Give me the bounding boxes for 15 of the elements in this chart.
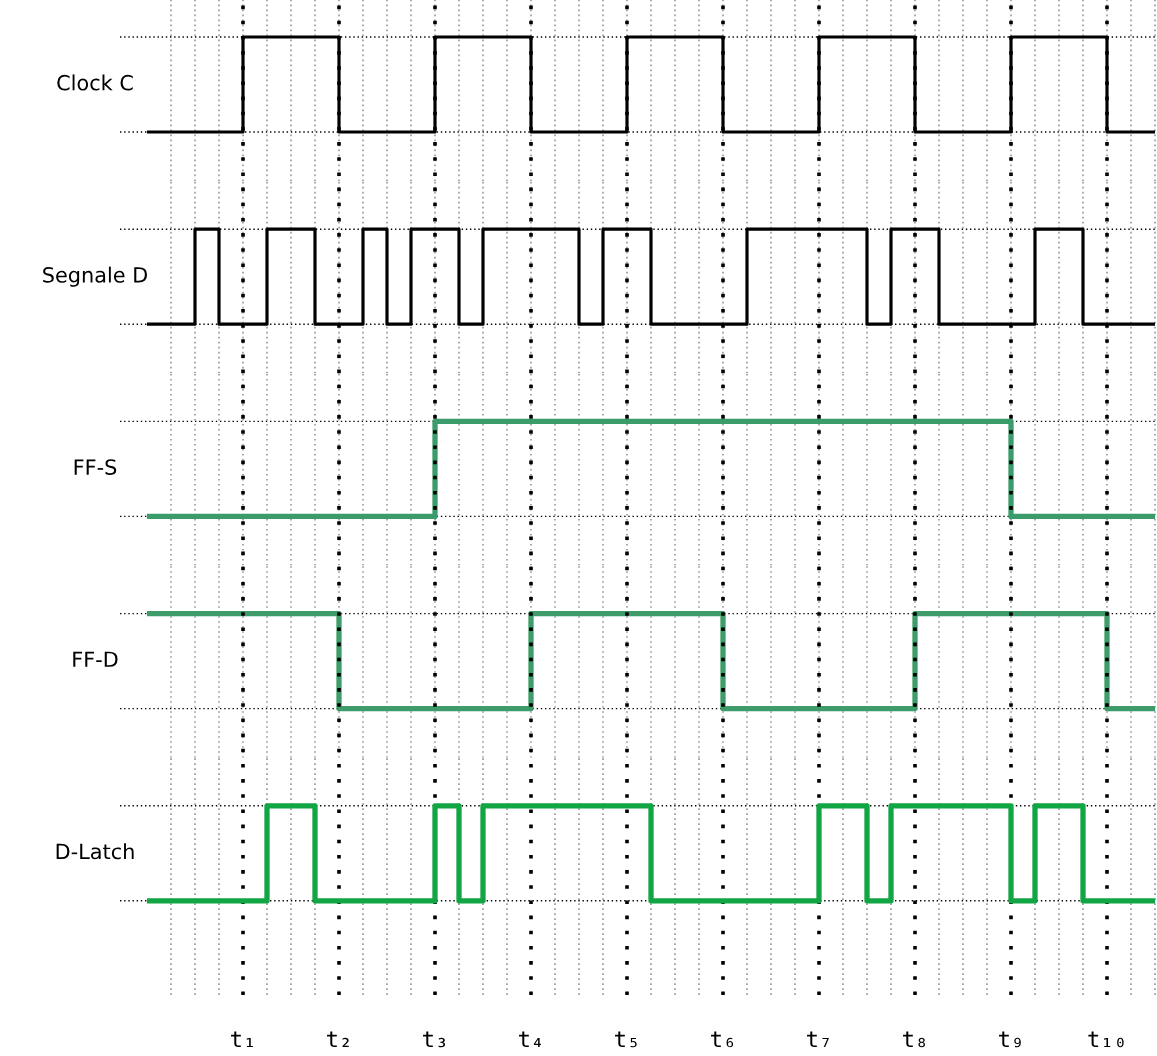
y-axis-title: D-Latch [56, 843, 134, 860]
x-tick-label: t₈ [903, 1031, 925, 1048]
x-tick-label: t₂ [327, 1031, 349, 1048]
x-tick-label: t₅ [615, 1031, 637, 1048]
y-axis-title: Segnale D [43, 266, 148, 287]
x-tick-label: t₉ [999, 1031, 1021, 1048]
y-axis-title: Clock C [57, 74, 133, 91]
x-tick-label: t₆ [711, 1031, 734, 1048]
y-axis-title: FF-S [74, 459, 117, 475]
y-axis-title: FF-D [73, 651, 118, 667]
x-tick-label: t₃ [423, 1031, 446, 1048]
x-tick-label: t₄ [519, 1031, 541, 1048]
x-tick-label: t₁₀ [1088, 1031, 1124, 1048]
x-tick-label: t₇ [807, 1031, 829, 1048]
x-tick-label: t₁ [231, 1031, 253, 1048]
